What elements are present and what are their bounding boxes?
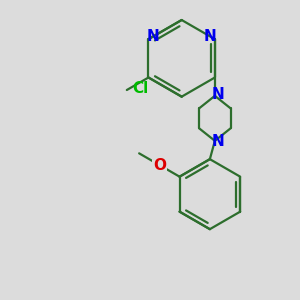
Text: N: N (147, 29, 160, 44)
Text: N: N (211, 87, 224, 102)
Text: Cl: Cl (132, 81, 148, 96)
Text: O: O (153, 158, 166, 172)
Text: N: N (203, 29, 216, 44)
Text: N: N (211, 134, 224, 149)
